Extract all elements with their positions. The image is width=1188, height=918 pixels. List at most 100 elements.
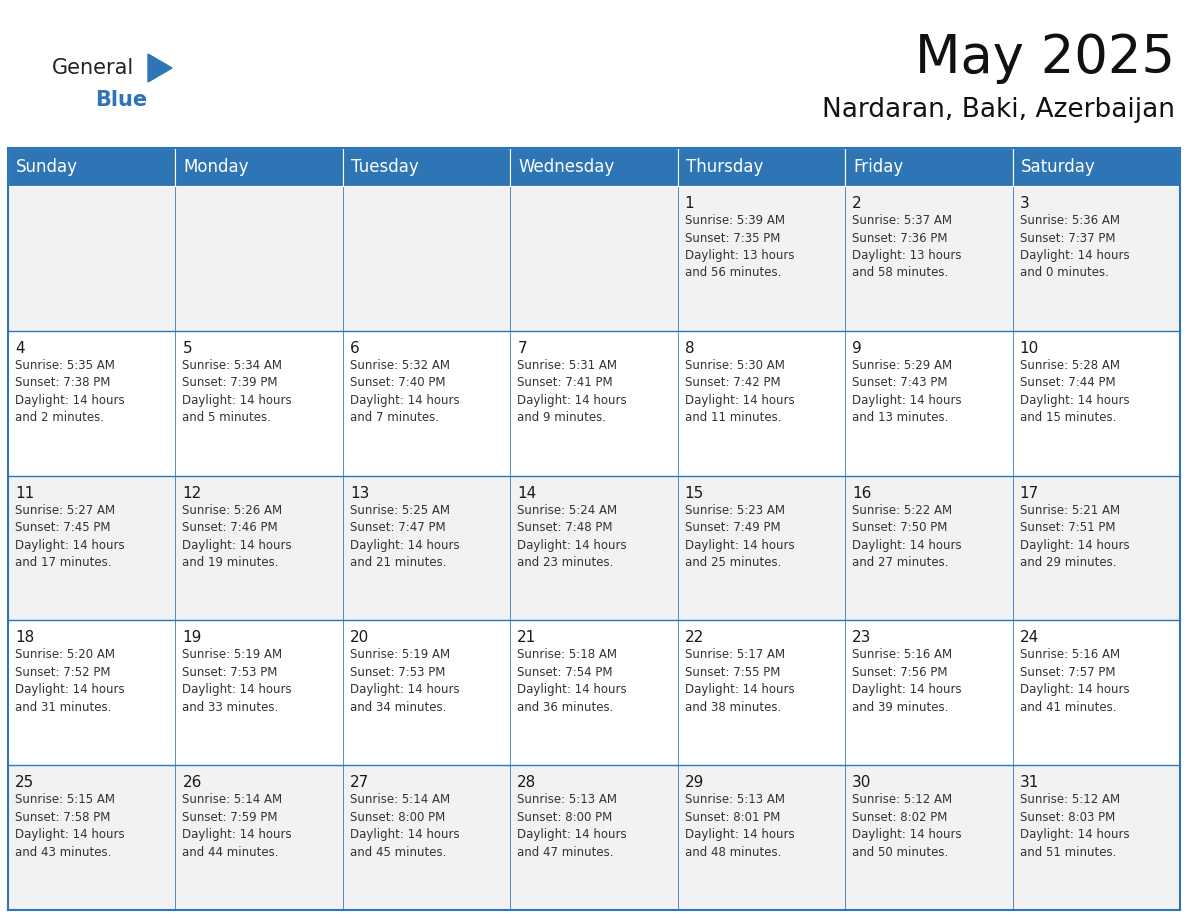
Bar <box>8 476 176 621</box>
Text: May 2025: May 2025 <box>915 32 1175 84</box>
Text: Monday: Monday <box>183 158 249 176</box>
Bar <box>176 186 343 330</box>
Text: 13: 13 <box>349 486 369 500</box>
Bar <box>677 148 845 186</box>
Text: 9: 9 <box>852 341 861 356</box>
Bar <box>343 330 511 476</box>
Text: Thursday: Thursday <box>685 158 763 176</box>
Text: 12: 12 <box>183 486 202 500</box>
Bar <box>343 186 511 330</box>
Text: 3: 3 <box>1019 196 1029 211</box>
Text: Sunrise: 5:16 AM
Sunset: 7:57 PM
Daylight: 14 hours
and 41 minutes.: Sunrise: 5:16 AM Sunset: 7:57 PM Dayligh… <box>1019 648 1130 714</box>
Text: Sunrise: 5:24 AM
Sunset: 7:48 PM
Daylight: 14 hours
and 23 minutes.: Sunrise: 5:24 AM Sunset: 7:48 PM Dayligh… <box>517 504 627 569</box>
Text: Sunrise: 5:31 AM
Sunset: 7:41 PM
Daylight: 14 hours
and 9 minutes.: Sunrise: 5:31 AM Sunset: 7:41 PM Dayligh… <box>517 359 627 424</box>
Text: Sunrise: 5:13 AM
Sunset: 8:00 PM
Daylight: 14 hours
and 47 minutes.: Sunrise: 5:13 AM Sunset: 8:00 PM Dayligh… <box>517 793 627 858</box>
Bar <box>511 766 677 910</box>
Bar <box>845 186 1012 330</box>
Text: Sunrise: 5:20 AM
Sunset: 7:52 PM
Daylight: 14 hours
and 31 minutes.: Sunrise: 5:20 AM Sunset: 7:52 PM Dayligh… <box>15 648 125 714</box>
Bar <box>845 621 1012 766</box>
Text: 18: 18 <box>15 631 34 645</box>
Text: Sunrise: 5:36 AM
Sunset: 7:37 PM
Daylight: 14 hours
and 0 minutes.: Sunrise: 5:36 AM Sunset: 7:37 PM Dayligh… <box>1019 214 1130 279</box>
Bar <box>1012 766 1180 910</box>
Text: Saturday: Saturday <box>1020 158 1095 176</box>
Text: Sunrise: 5:34 AM
Sunset: 7:39 PM
Daylight: 14 hours
and 5 minutes.: Sunrise: 5:34 AM Sunset: 7:39 PM Dayligh… <box>183 359 292 424</box>
Text: 27: 27 <box>349 775 369 790</box>
Text: 26: 26 <box>183 775 202 790</box>
Text: Sunrise: 5:35 AM
Sunset: 7:38 PM
Daylight: 14 hours
and 2 minutes.: Sunrise: 5:35 AM Sunset: 7:38 PM Dayligh… <box>15 359 125 424</box>
Text: Sunrise: 5:12 AM
Sunset: 8:02 PM
Daylight: 14 hours
and 50 minutes.: Sunrise: 5:12 AM Sunset: 8:02 PM Dayligh… <box>852 793 962 858</box>
Text: Sunrise: 5:39 AM
Sunset: 7:35 PM
Daylight: 13 hours
and 56 minutes.: Sunrise: 5:39 AM Sunset: 7:35 PM Dayligh… <box>684 214 795 279</box>
Bar <box>8 186 176 330</box>
Bar <box>8 148 176 186</box>
Bar <box>677 186 845 330</box>
Bar <box>677 330 845 476</box>
Text: Nardaran, Baki, Azerbaijan: Nardaran, Baki, Azerbaijan <box>822 97 1175 123</box>
Text: Sunrise: 5:12 AM
Sunset: 8:03 PM
Daylight: 14 hours
and 51 minutes.: Sunrise: 5:12 AM Sunset: 8:03 PM Dayligh… <box>1019 793 1130 858</box>
Text: 19: 19 <box>183 631 202 645</box>
Bar <box>176 766 343 910</box>
Bar <box>845 766 1012 910</box>
Text: 6: 6 <box>349 341 360 356</box>
Text: Sunrise: 5:14 AM
Sunset: 7:59 PM
Daylight: 14 hours
and 44 minutes.: Sunrise: 5:14 AM Sunset: 7:59 PM Dayligh… <box>183 793 292 858</box>
Text: Sunrise: 5:25 AM
Sunset: 7:47 PM
Daylight: 14 hours
and 21 minutes.: Sunrise: 5:25 AM Sunset: 7:47 PM Dayligh… <box>349 504 460 569</box>
Text: Sunrise: 5:15 AM
Sunset: 7:58 PM
Daylight: 14 hours
and 43 minutes.: Sunrise: 5:15 AM Sunset: 7:58 PM Dayligh… <box>15 793 125 858</box>
Text: Sunrise: 5:27 AM
Sunset: 7:45 PM
Daylight: 14 hours
and 17 minutes.: Sunrise: 5:27 AM Sunset: 7:45 PM Dayligh… <box>15 504 125 569</box>
Bar <box>1012 186 1180 330</box>
Bar <box>343 621 511 766</box>
Text: Sunday: Sunday <box>15 158 78 176</box>
Text: 10: 10 <box>1019 341 1038 356</box>
Bar <box>8 766 176 910</box>
Text: 25: 25 <box>15 775 34 790</box>
Bar <box>8 621 176 766</box>
Bar <box>343 476 511 621</box>
Bar <box>343 766 511 910</box>
Bar <box>8 330 176 476</box>
Text: 16: 16 <box>852 486 872 500</box>
Bar <box>511 476 677 621</box>
Bar <box>511 621 677 766</box>
Bar <box>677 476 845 621</box>
Text: Sunrise: 5:17 AM
Sunset: 7:55 PM
Daylight: 14 hours
and 38 minutes.: Sunrise: 5:17 AM Sunset: 7:55 PM Dayligh… <box>684 648 795 714</box>
Text: Sunrise: 5:28 AM
Sunset: 7:44 PM
Daylight: 14 hours
and 15 minutes.: Sunrise: 5:28 AM Sunset: 7:44 PM Dayligh… <box>1019 359 1130 424</box>
Text: Sunrise: 5:13 AM
Sunset: 8:01 PM
Daylight: 14 hours
and 48 minutes.: Sunrise: 5:13 AM Sunset: 8:01 PM Dayligh… <box>684 793 795 858</box>
Text: Blue: Blue <box>95 90 147 110</box>
Bar <box>176 476 343 621</box>
Text: 30: 30 <box>852 775 872 790</box>
Bar <box>176 148 343 186</box>
Bar <box>1012 621 1180 766</box>
Bar <box>343 148 511 186</box>
Text: 11: 11 <box>15 486 34 500</box>
Text: General: General <box>52 58 134 78</box>
Text: Sunrise: 5:18 AM
Sunset: 7:54 PM
Daylight: 14 hours
and 36 minutes.: Sunrise: 5:18 AM Sunset: 7:54 PM Dayligh… <box>517 648 627 714</box>
Bar <box>511 186 677 330</box>
Text: Sunrise: 5:30 AM
Sunset: 7:42 PM
Daylight: 14 hours
and 11 minutes.: Sunrise: 5:30 AM Sunset: 7:42 PM Dayligh… <box>684 359 795 424</box>
Text: Sunrise: 5:29 AM
Sunset: 7:43 PM
Daylight: 14 hours
and 13 minutes.: Sunrise: 5:29 AM Sunset: 7:43 PM Dayligh… <box>852 359 962 424</box>
Text: 22: 22 <box>684 631 704 645</box>
Text: Sunrise: 5:37 AM
Sunset: 7:36 PM
Daylight: 13 hours
and 58 minutes.: Sunrise: 5:37 AM Sunset: 7:36 PM Dayligh… <box>852 214 961 279</box>
Bar <box>1012 476 1180 621</box>
Text: 29: 29 <box>684 775 704 790</box>
Text: Sunrise: 5:21 AM
Sunset: 7:51 PM
Daylight: 14 hours
and 29 minutes.: Sunrise: 5:21 AM Sunset: 7:51 PM Dayligh… <box>1019 504 1130 569</box>
Bar <box>845 330 1012 476</box>
Bar <box>1012 330 1180 476</box>
Text: 23: 23 <box>852 631 872 645</box>
Text: 15: 15 <box>684 486 704 500</box>
Text: 4: 4 <box>15 341 25 356</box>
Text: Sunrise: 5:23 AM
Sunset: 7:49 PM
Daylight: 14 hours
and 25 minutes.: Sunrise: 5:23 AM Sunset: 7:49 PM Dayligh… <box>684 504 795 569</box>
Text: 5: 5 <box>183 341 192 356</box>
Text: Sunrise: 5:14 AM
Sunset: 8:00 PM
Daylight: 14 hours
and 45 minutes.: Sunrise: 5:14 AM Sunset: 8:00 PM Dayligh… <box>349 793 460 858</box>
Text: 24: 24 <box>1019 631 1038 645</box>
Text: 17: 17 <box>1019 486 1038 500</box>
Text: 1: 1 <box>684 196 694 211</box>
Text: 8: 8 <box>684 341 694 356</box>
Bar <box>511 330 677 476</box>
Bar <box>677 621 845 766</box>
Bar <box>1012 148 1180 186</box>
Text: 14: 14 <box>517 486 537 500</box>
Text: 28: 28 <box>517 775 537 790</box>
Bar <box>511 148 677 186</box>
Bar <box>845 148 1012 186</box>
Text: Sunrise: 5:22 AM
Sunset: 7:50 PM
Daylight: 14 hours
and 27 minutes.: Sunrise: 5:22 AM Sunset: 7:50 PM Dayligh… <box>852 504 962 569</box>
Bar <box>845 476 1012 621</box>
Text: Sunrise: 5:19 AM
Sunset: 7:53 PM
Daylight: 14 hours
and 33 minutes.: Sunrise: 5:19 AM Sunset: 7:53 PM Dayligh… <box>183 648 292 714</box>
